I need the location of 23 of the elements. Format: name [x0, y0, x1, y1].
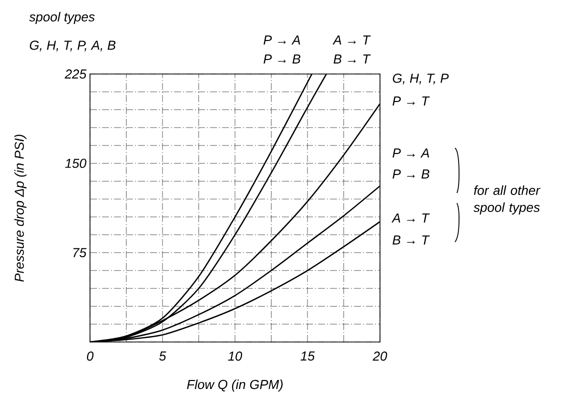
x-axis-title: Flow Q (in GPM) — [187, 380, 283, 392]
y-tick-label: 225 — [64, 69, 86, 79]
text: for all other spool types — [474, 185, 540, 215]
text: P → A — [392, 148, 430, 158]
y-tick-label: 150 — [65, 158, 86, 168]
text: P → B — [392, 170, 430, 178]
text: A → T — [332, 36, 371, 44]
y-axis-title: Pressure drop Δp (in PSI) — [14, 134, 26, 282]
text: P → A — [264, 36, 300, 44]
text: G, H, T, P — [392, 74, 449, 84]
text: P → B — [264, 54, 300, 64]
text: spool types — [29, 12, 95, 24]
y-tick-label: 75 — [73, 248, 86, 258]
text: B → T — [334, 54, 371, 64]
x-tick-label: 20 — [372, 352, 388, 361]
x-tick-label: 5 — [159, 352, 166, 361]
text: P → T — [392, 96, 430, 106]
x-tick-label: 10 — [228, 352, 242, 361]
text: B → T — [392, 236, 430, 244]
x-tick-label: 0 — [86, 352, 94, 361]
text: A → T — [392, 214, 430, 222]
text: G, H, T, P, A, B — [30, 40, 116, 52]
x-tick-label: 15 — [300, 352, 315, 361]
